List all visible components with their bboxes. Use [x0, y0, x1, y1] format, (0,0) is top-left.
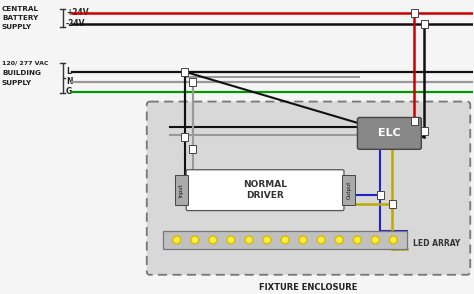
Circle shape	[335, 236, 343, 244]
Circle shape	[246, 238, 251, 243]
Bar	[421, 127, 428, 136]
Text: BUILDING: BUILDING	[2, 70, 41, 76]
Circle shape	[192, 238, 197, 243]
Bar	[181, 133, 188, 141]
Bar	[421, 20, 428, 28]
Circle shape	[373, 238, 378, 243]
Circle shape	[371, 236, 379, 244]
Bar	[175, 175, 188, 205]
Bar	[163, 231, 407, 249]
Circle shape	[389, 236, 397, 244]
Text: LED ARRAY: LED ARRAY	[413, 239, 461, 248]
FancyBboxPatch shape	[357, 118, 421, 149]
Text: +24V: +24V	[66, 9, 89, 17]
Circle shape	[299, 236, 307, 244]
Bar	[189, 145, 196, 153]
Bar	[411, 9, 418, 17]
Bar	[342, 175, 356, 205]
Circle shape	[353, 236, 361, 244]
Text: FIXTURE ENCLOSURE: FIXTURE ENCLOSURE	[259, 283, 358, 292]
Circle shape	[337, 238, 342, 243]
Circle shape	[174, 238, 179, 243]
Circle shape	[227, 236, 235, 244]
Circle shape	[228, 238, 233, 243]
Text: Output: Output	[346, 181, 351, 199]
Circle shape	[263, 236, 271, 244]
FancyBboxPatch shape	[147, 101, 470, 275]
Text: BATTERY: BATTERY	[2, 15, 38, 21]
Bar	[411, 118, 418, 126]
Bar	[389, 200, 396, 208]
Text: ELC: ELC	[378, 128, 401, 138]
Text: CENTRAL: CENTRAL	[2, 6, 39, 12]
FancyBboxPatch shape	[186, 170, 344, 211]
Text: Input: Input	[179, 183, 184, 197]
Text: NORMAL
DRIVER: NORMAL DRIVER	[243, 181, 287, 200]
Text: -24V: -24V	[66, 19, 85, 29]
Text: 120/ 277 VAC: 120/ 277 VAC	[2, 60, 48, 65]
Circle shape	[319, 238, 324, 243]
Circle shape	[245, 236, 253, 244]
Text: SUPPLY: SUPPLY	[2, 24, 32, 30]
Bar	[377, 191, 384, 199]
Text: L: L	[66, 67, 71, 76]
Bar	[189, 78, 196, 86]
Circle shape	[301, 238, 306, 243]
Circle shape	[355, 238, 360, 243]
Bar	[181, 68, 188, 76]
Circle shape	[281, 236, 289, 244]
Circle shape	[283, 238, 288, 243]
Circle shape	[173, 236, 181, 244]
Text: N: N	[66, 77, 73, 86]
Circle shape	[209, 236, 217, 244]
Circle shape	[210, 238, 215, 243]
Circle shape	[191, 236, 199, 244]
Text: G: G	[66, 87, 72, 96]
Circle shape	[391, 238, 396, 243]
Circle shape	[317, 236, 325, 244]
Text: SUPPLY: SUPPLY	[2, 80, 32, 86]
Circle shape	[264, 238, 270, 243]
